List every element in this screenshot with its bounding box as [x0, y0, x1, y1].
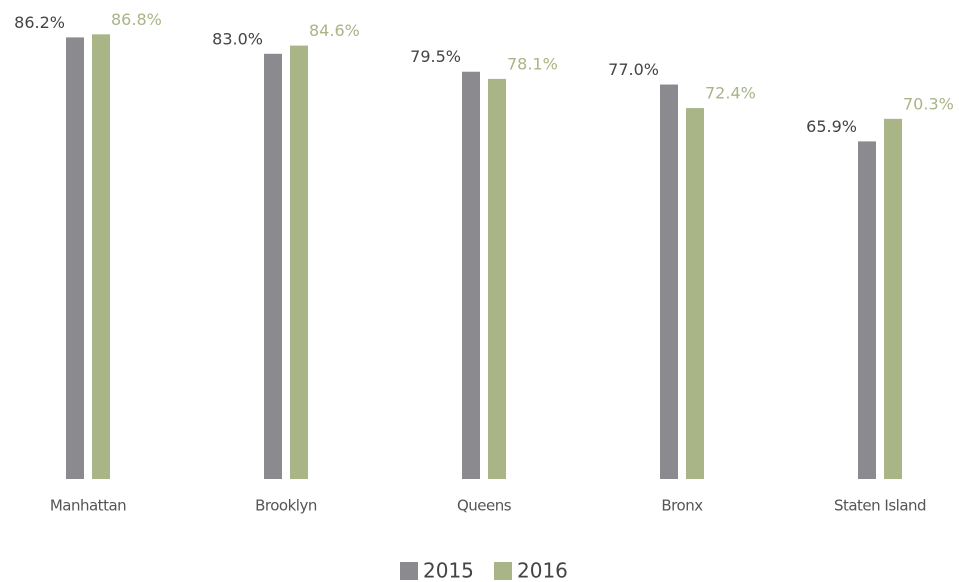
bar — [858, 141, 876, 479]
legend-swatch — [494, 562, 512, 580]
x-tick-label: Manhattan — [50, 497, 126, 515]
value-label: 84.6% — [309, 21, 360, 40]
x-tick-label: Bronx — [661, 497, 703, 515]
bar — [66, 37, 84, 480]
bar — [264, 53, 282, 479]
value-label: 86.2% — [14, 13, 65, 32]
value-label: 72.4% — [705, 84, 756, 103]
bar — [462, 71, 480, 479]
value-label: 83.0% — [212, 29, 263, 48]
bar — [92, 34, 110, 479]
x-tick-label: Brooklyn — [255, 497, 317, 515]
value-label: 77.0% — [608, 60, 659, 79]
value-label: 70.3% — [903, 94, 954, 113]
value-label: 86.8% — [111, 10, 162, 29]
bar — [290, 45, 308, 479]
bar — [488, 78, 506, 480]
legend-swatch — [400, 562, 418, 580]
bar — [884, 118, 902, 479]
value-label: 78.1% — [507, 54, 558, 73]
value-label: 65.9% — [806, 117, 857, 136]
bar — [686, 108, 704, 479]
legend-label: 2015 — [423, 559, 474, 582]
x-tick-label: Staten Island — [834, 497, 926, 515]
bar — [660, 84, 678, 479]
legend-label: 2016 — [517, 559, 568, 582]
x-tick-label: Queens — [457, 497, 512, 515]
value-label: 79.5% — [410, 47, 461, 66]
